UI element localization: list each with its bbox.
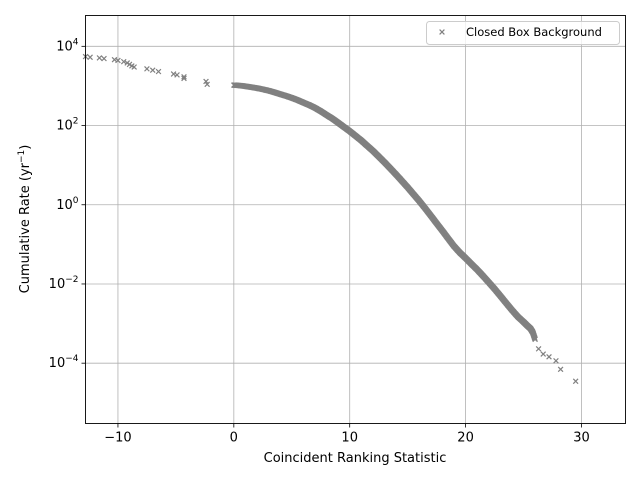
y-axis-label-sup: −1 <box>17 150 27 163</box>
marker-stroke <box>101 55 107 62</box>
marker-stroke <box>557 366 564 373</box>
legend-box <box>426 21 620 45</box>
data-point <box>204 81 210 88</box>
marker-stroke <box>203 78 209 85</box>
plot-frame <box>85 15 626 424</box>
marker-stroke <box>181 75 187 82</box>
data-point <box>115 57 121 64</box>
data-point <box>101 55 107 62</box>
x-tick-label: 10 <box>341 431 358 446</box>
marker-stroke <box>540 351 547 357</box>
y-tick-label-base: 10 <box>56 198 73 213</box>
y-axis-label: Cumulative Rate (yr−1) <box>17 145 33 294</box>
data-point <box>131 64 137 70</box>
data-point <box>572 378 579 385</box>
marker-stroke <box>131 64 137 70</box>
y-tick-label: 10−4 <box>49 354 79 371</box>
y-tick-label-exponent: −2 <box>65 275 78 285</box>
marker-stroke <box>115 57 121 64</box>
marker-stroke <box>546 353 552 360</box>
y-axis-label-close: ) <box>18 145 33 150</box>
data-point <box>120 58 127 65</box>
data-point <box>174 72 180 78</box>
data-point <box>553 357 559 364</box>
x-axis-label: Coincident Ranking Statistic <box>264 451 447 466</box>
marker-stroke <box>149 67 156 73</box>
marker-stroke <box>129 63 135 69</box>
marker-stroke <box>155 68 162 75</box>
y-tick-label-exponent: 0 <box>73 196 79 206</box>
marker-stroke <box>144 66 150 72</box>
data-point <box>87 54 93 61</box>
legend-entry-closed-box-background: Closed Box Background <box>466 25 602 39</box>
marker-stroke <box>124 60 131 66</box>
marker-stroke <box>120 58 127 65</box>
data-point <box>546 353 552 360</box>
marker-stroke <box>87 54 93 61</box>
y-tick-label-base: 10 <box>49 356 66 371</box>
x-tick-label: 20 <box>457 431 474 446</box>
marker-stroke <box>572 378 579 385</box>
data-point <box>540 351 547 357</box>
y-tick-label-base: 10 <box>49 277 66 292</box>
legend-marker <box>439 29 445 35</box>
marker-stroke <box>181 73 187 80</box>
marker-stroke <box>532 336 538 343</box>
data-point <box>535 346 542 352</box>
y-tick-label-exponent: 4 <box>73 37 79 47</box>
y-tick-label-base: 10 <box>56 39 73 54</box>
y-tick-label-exponent: 2 <box>73 117 79 127</box>
marker-stroke <box>204 81 210 88</box>
data-point <box>557 366 564 373</box>
legend: Closed Box Background <box>426 21 620 45</box>
y-tick-label: 104 <box>56 37 79 54</box>
marker-stroke <box>553 357 559 364</box>
marker-stroke <box>96 55 103 61</box>
legend-marker-x-icon <box>439 29 445 35</box>
data-point <box>181 73 187 80</box>
data-point <box>144 66 150 72</box>
marker-stroke <box>535 346 542 352</box>
data-point <box>96 55 103 61</box>
data-point <box>532 336 538 343</box>
y-tick-label: 10−2 <box>49 275 79 292</box>
data-point <box>181 75 187 82</box>
y-tick-label: 102 <box>56 117 78 134</box>
marker-stroke <box>174 72 180 78</box>
y-tick-label: 100 <box>56 196 79 213</box>
y-tick-label-base: 10 <box>56 119 73 134</box>
marker-stroke <box>439 29 445 35</box>
x-tick-label: −10 <box>104 431 131 446</box>
data-point <box>155 68 162 75</box>
y-axis-label-text: Cumulative Rate (yr <box>18 162 33 293</box>
data-point <box>149 67 156 73</box>
data-points <box>82 53 579 385</box>
x-tick-label: 30 <box>573 431 590 446</box>
x-tick-label: 0 <box>230 431 238 446</box>
y-tick-label-exponent: −4 <box>65 354 79 364</box>
